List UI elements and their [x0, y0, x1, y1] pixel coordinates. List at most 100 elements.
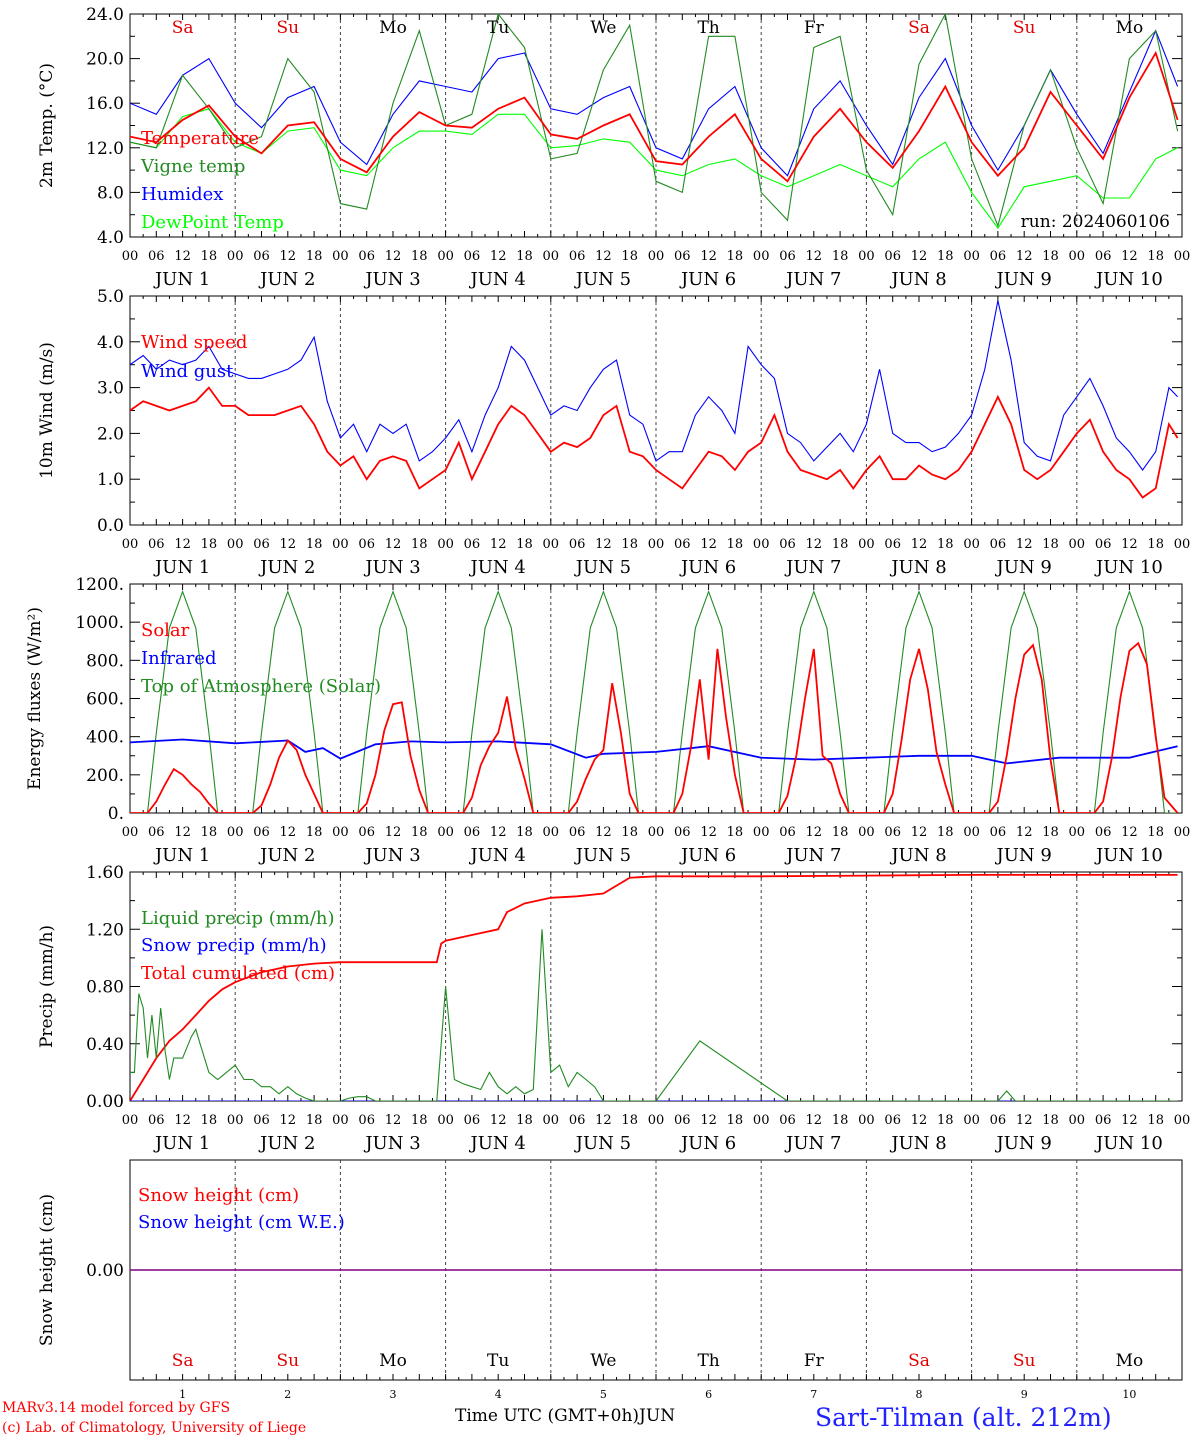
hour-tick-label: 12: [806, 249, 823, 264]
y-tick-label: 1.20: [86, 920, 124, 940]
hour-tick-label: 06: [674, 249, 691, 264]
hour-tick-label: 00: [858, 825, 875, 840]
hour-tick-label: 06: [148, 1113, 165, 1128]
hour-tick-label: 00: [1069, 825, 1086, 840]
hour-tick-label: 06: [884, 537, 901, 552]
hour-tick-label: 12: [1121, 1113, 1138, 1128]
hour-tick-label: 12: [1016, 1113, 1033, 1128]
day-number-label: 4: [495, 1388, 502, 1401]
hour-tick-label: 00: [648, 1113, 665, 1128]
hour-tick-label: 12: [595, 825, 612, 840]
hour-tick-label: 06: [569, 249, 586, 264]
date-label: JUN 6: [679, 269, 736, 290]
hour-tick-label: 06: [1095, 1113, 1112, 1128]
date-label: JUN 7: [784, 1133, 841, 1154]
hour-tick-label: 12: [385, 825, 402, 840]
hour-tick-label: 06: [148, 825, 165, 840]
x-axis-label: Time UTC (GMT+0h): [455, 1406, 640, 1426]
series-line-dewpoint-temp: [130, 108, 1178, 230]
hour-tick-label: 12: [806, 1113, 823, 1128]
hour-tick-label: 00: [1069, 249, 1086, 264]
hour-tick-label: 12: [490, 1113, 507, 1128]
hour-tick-label: 00: [1174, 249, 1191, 264]
weekday-label: Th: [697, 18, 719, 38]
legend-entry: Vigne temp: [140, 156, 245, 177]
hour-tick-label: 18: [201, 825, 218, 840]
hour-tick-label: 18: [621, 537, 638, 552]
hour-tick-label: 06: [464, 825, 481, 840]
hour-tick-label: 18: [727, 825, 744, 840]
date-label: JUN 2: [258, 557, 315, 578]
hour-tick-label: 00: [648, 537, 665, 552]
y-tick-label: 3.0: [97, 379, 124, 399]
hour-tick-label: 06: [464, 537, 481, 552]
series-line-temperature: [130, 50, 1179, 183]
hour-tick-label: 06: [990, 825, 1007, 840]
hour-tick-label: 18: [201, 249, 218, 264]
legend-entry: Humidex: [141, 184, 223, 205]
hour-tick-label: 12: [700, 1113, 717, 1128]
hour-tick-label: 06: [253, 537, 270, 552]
hour-tick-label: 18: [832, 1113, 849, 1128]
hour-tick-label: 12: [911, 825, 928, 840]
hour-tick-label: 00: [543, 249, 560, 264]
hour-tick-label: 12: [700, 825, 717, 840]
weekday-label: Sa: [172, 18, 194, 38]
hour-tick-label: 00: [437, 1113, 454, 1128]
date-label: JUN 10: [1094, 557, 1163, 578]
y-tick-label: 1.0: [97, 470, 124, 490]
hour-tick-label: 00: [648, 249, 665, 264]
y-axis-label: 10m Wind (m/s): [37, 342, 57, 479]
day-number-label: 2: [284, 1388, 291, 1401]
hour-tick-label: 06: [674, 1113, 691, 1128]
weekday-label: Su: [276, 1351, 299, 1371]
hour-tick-label: 06: [569, 1113, 586, 1128]
date-label: JUN 5: [574, 1133, 631, 1154]
hour-tick-label: 18: [832, 249, 849, 264]
hour-tick-label: 00: [858, 1113, 875, 1128]
hour-tick-label: 18: [306, 825, 323, 840]
hour-tick-label: 06: [1095, 249, 1112, 264]
hour-tick-label: 06: [253, 249, 270, 264]
hour-tick-label: 12: [1121, 825, 1138, 840]
legend-entry: Snow height (cm W.E.): [138, 1212, 345, 1233]
day-number-label: 1: [179, 1388, 186, 1401]
hour-tick-label: 00: [332, 537, 349, 552]
weekday-label: Mo: [379, 1351, 407, 1371]
hour-tick-label: 00: [332, 1113, 349, 1128]
y-axis-label: Snow height (cm): [37, 1194, 57, 1346]
y-tick-label: 8.0: [97, 183, 124, 203]
hour-tick-label: 12: [595, 537, 612, 552]
hour-tick-label: 12: [595, 249, 612, 264]
day-number-label: 5: [600, 1388, 607, 1401]
hour-tick-label: 06: [253, 825, 270, 840]
date-label: JUN 2: [258, 845, 315, 866]
hour-tick-label: 12: [280, 249, 297, 264]
legend-entry: Wind gust: [141, 361, 234, 382]
hour-tick-label: 00: [1069, 1113, 1086, 1128]
hour-tick-label: 18: [411, 1113, 428, 1128]
hour-tick-label: 00: [753, 249, 770, 264]
weekday-label: We: [590, 1351, 616, 1371]
hour-tick-label: 00: [543, 537, 560, 552]
hour-tick-label: 00: [122, 825, 139, 840]
hour-tick-label: 18: [937, 249, 954, 264]
hour-tick-label: 12: [1121, 249, 1138, 264]
hour-tick-label: 18: [1147, 537, 1164, 552]
date-label: JUN 10: [1094, 845, 1163, 866]
date-label: JUN 6: [679, 1133, 736, 1154]
hour-tick-label: 18: [621, 249, 638, 264]
date-label: JUN 1: [153, 269, 210, 290]
hour-tick-label: 18: [516, 537, 533, 552]
hour-tick-label: 18: [411, 537, 428, 552]
hour-tick-label: 12: [490, 537, 507, 552]
y-tick-label: 0.40: [86, 1035, 124, 1055]
hour-tick-label: 00: [858, 537, 875, 552]
date-label: JUN 9: [995, 1133, 1052, 1154]
legend-entry: Wind speed: [141, 332, 247, 353]
date-label: JUN 9: [995, 557, 1052, 578]
date-label: JUN 4: [469, 557, 526, 578]
y-tick-label: 1200.: [75, 575, 124, 595]
series-line-solar: [130, 641, 1179, 813]
x-axis-month: JUN: [639, 1406, 676, 1426]
